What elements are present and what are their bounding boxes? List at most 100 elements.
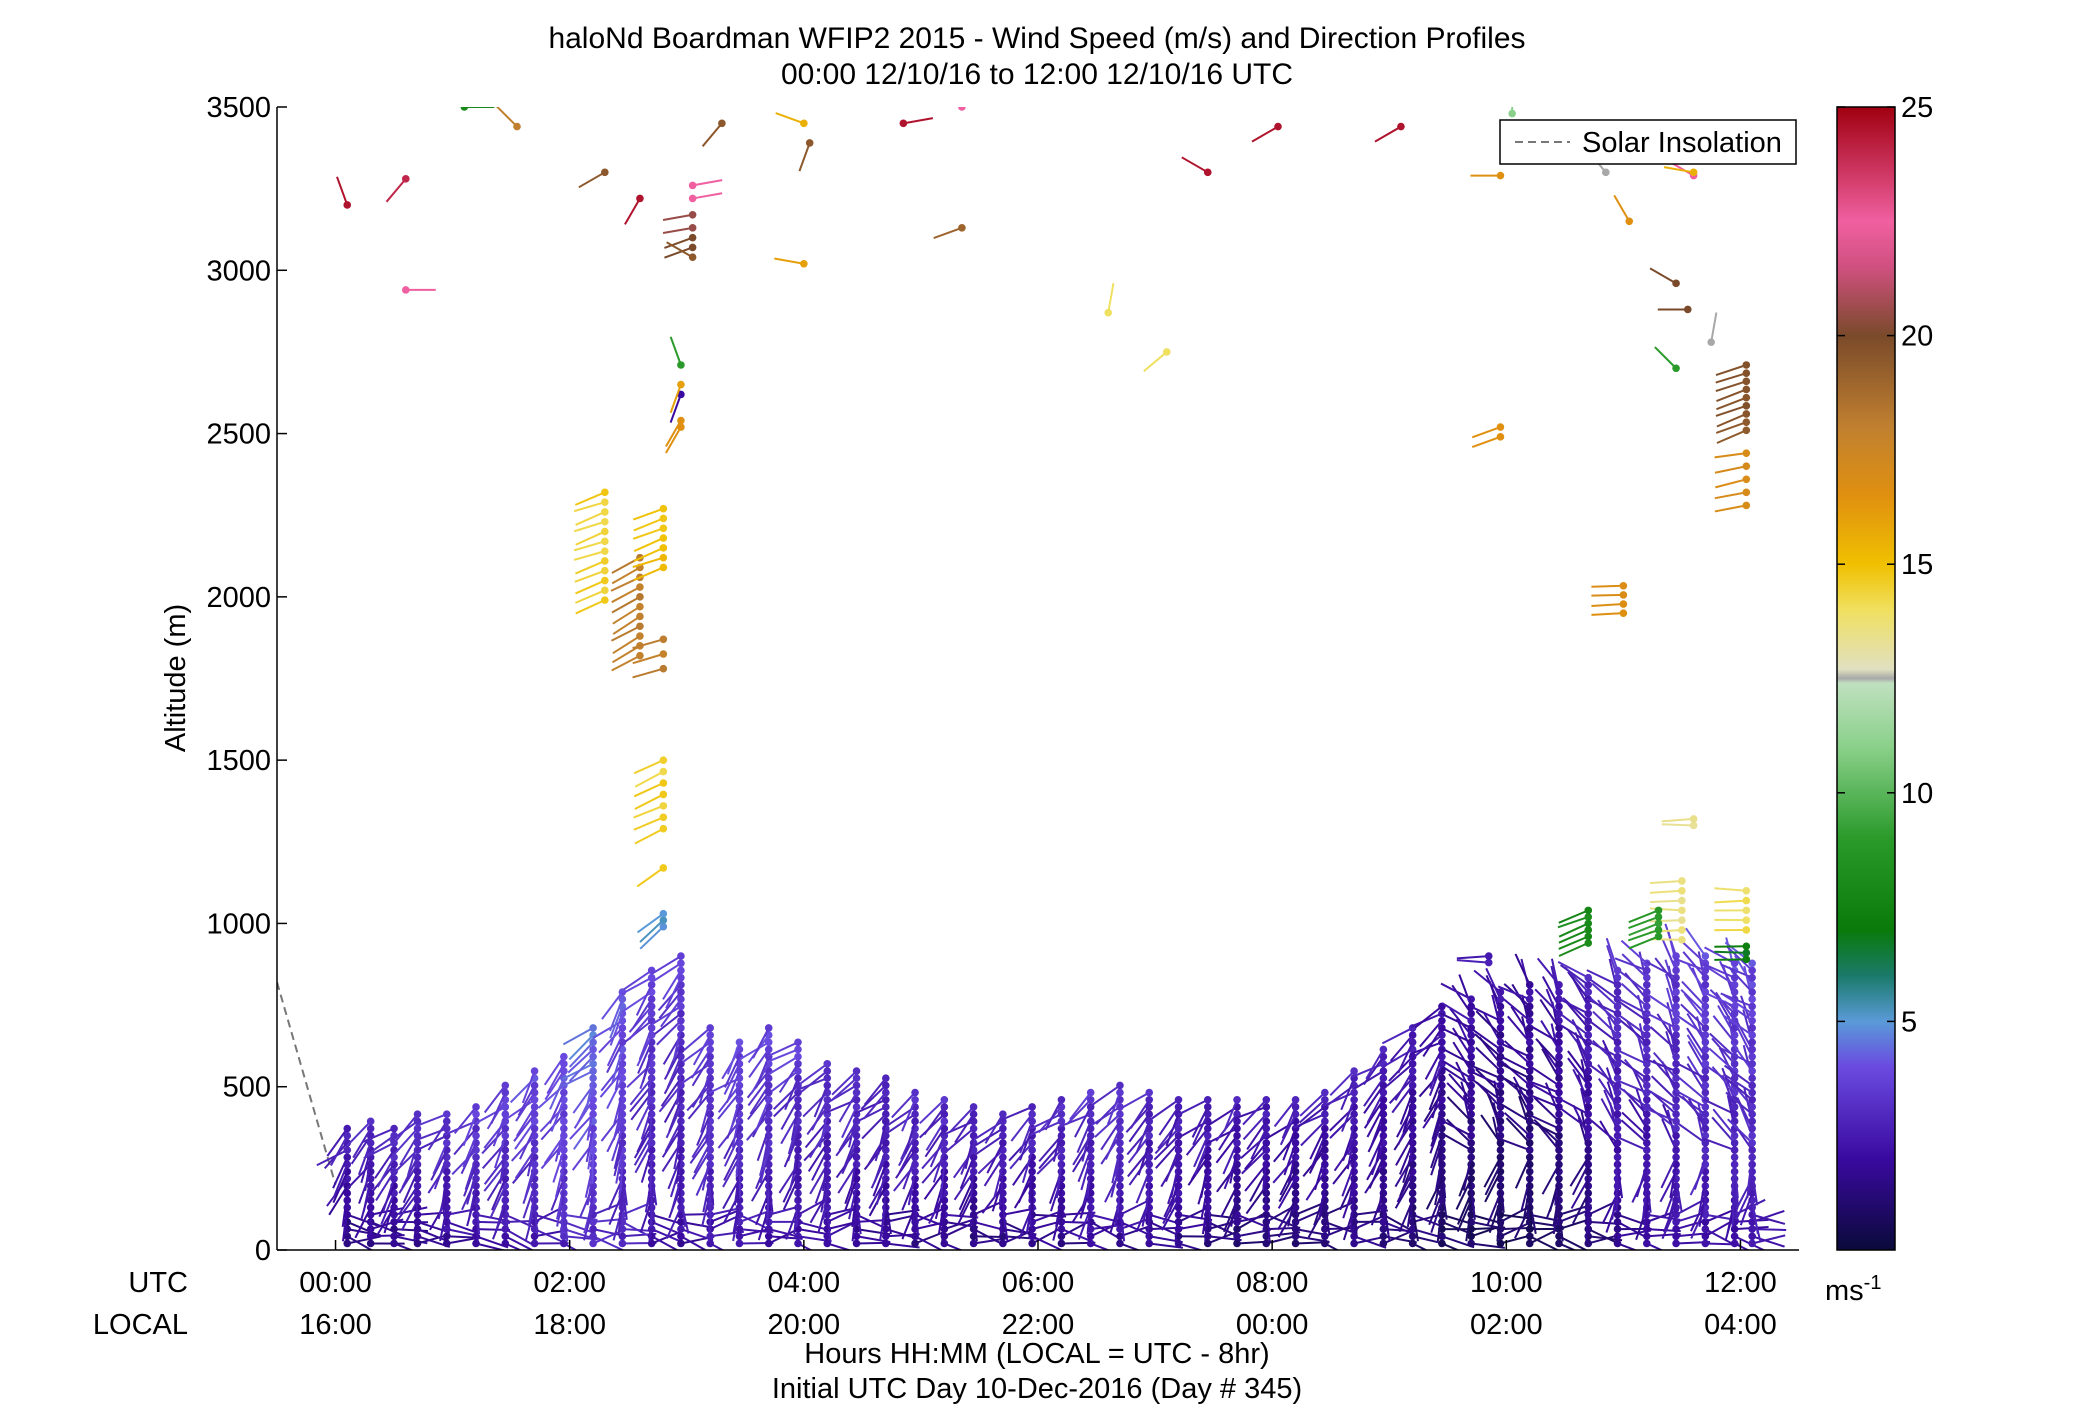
profile-barb-tail	[1021, 1149, 1034, 1184]
profile-barb-dot	[1408, 1074, 1417, 1083]
profile-barb-tail	[638, 1027, 653, 1061]
x-tick-label-utc: 02:00	[533, 1267, 606, 1299]
profile-barb-dot	[618, 1031, 627, 1039]
profile-barb-tail	[1262, 1157, 1268, 1192]
profile-barb	[501, 1239, 523, 1250]
profile-barb-tail	[1498, 1041, 1531, 1058]
profile-barb-tail	[937, 1200, 946, 1235]
profile-barb-tail	[1468, 1063, 1501, 1080]
profile-barb-tail	[1475, 1068, 1502, 1094]
profile-barb-tail	[1381, 1171, 1385, 1206]
profile-barb-tail	[959, 1156, 975, 1190]
profile-barb-tail	[1621, 1111, 1648, 1137]
profile-barb-tail	[647, 1114, 653, 1149]
mid-barb	[573, 547, 609, 561]
profile-barb-tail	[369, 1193, 372, 1228]
profile-barb	[770, 1067, 802, 1093]
profile-barb-tail	[1030, 1113, 1062, 1130]
profile-barb-tail	[1440, 982, 1472, 1001]
profile-barb-dot	[589, 1052, 597, 1061]
mid-barb	[1714, 942, 1751, 951]
profile-barb-dot	[1701, 1009, 1710, 1018]
profile-barb-tail	[649, 1157, 653, 1192]
mid-barb	[1591, 600, 1628, 608]
profile-barb-tail	[1394, 1178, 1414, 1209]
x-tick-label-utc: 06:00	[1002, 1267, 1075, 1299]
profile-barb-dot	[1613, 1153, 1622, 1162]
x-tick-label-local: 00:00	[1236, 1309, 1309, 1341]
profile-barb-dot	[1350, 1095, 1358, 1104]
profile-barb-tail	[681, 1063, 711, 1084]
profile-barb	[568, 1052, 597, 1082]
profile-barb-tail	[577, 1092, 595, 1124]
profile-barb	[706, 1239, 725, 1250]
upper-barb	[1471, 423, 1505, 439]
profile-barb-dot	[390, 1139, 398, 1147]
profile-barb-dot	[589, 1232, 597, 1241]
profile-barb-dot	[1525, 1232, 1534, 1241]
profile-barb-dot	[1116, 1081, 1124, 1090]
mid-barb-dot	[601, 508, 609, 516]
profile-barb-tail	[1446, 1082, 1472, 1108]
mid-barb-tail	[1716, 429, 1747, 444]
mid-barb	[632, 504, 668, 521]
profile-barb-dot	[1116, 1139, 1124, 1147]
profile-barb-tail	[554, 1164, 565, 1198]
profile-barb-tail	[1366, 1106, 1385, 1138]
profile-barb-tail	[1150, 1098, 1180, 1121]
profile-barb-dot	[1672, 1146, 1680, 1154]
profile-barb	[1591, 1120, 1622, 1147]
profile-barb-dot	[589, 1067, 597, 1075]
upper-barb-tail	[664, 246, 693, 259]
profile-barb	[1441, 1132, 1475, 1154]
profile-barb-dot	[1525, 1225, 1534, 1233]
profile-barb	[1514, 953, 1534, 989]
profile-barb-dot	[794, 1038, 802, 1047]
profile-barb-dot	[1525, 1124, 1534, 1133]
profile-barb-tail	[1394, 1070, 1414, 1101]
profile-barb-tail	[401, 1156, 419, 1189]
profile-barb	[1408, 1239, 1429, 1250]
profile-barb	[606, 1074, 627, 1110]
mid-barb-dot	[1742, 916, 1751, 924]
upper-barb	[1374, 122, 1405, 143]
profile-barb-tail	[549, 1077, 565, 1110]
profile-barb-dot	[764, 1024, 773, 1032]
mid-barb-tail	[574, 589, 606, 604]
profile-barb	[841, 1103, 861, 1139]
profile-barb-tail	[1441, 1242, 1461, 1250]
profile-barb-tail	[1081, 1128, 1092, 1162]
profile-barb-dot	[1028, 1146, 1036, 1154]
profile-barb-tail	[1703, 963, 1736, 979]
profile-barb	[1363, 1052, 1388, 1086]
profile-barb-tail	[1452, 1041, 1473, 1072]
mid-barb-tail	[610, 625, 641, 642]
upper-barb-dot	[800, 119, 808, 128]
profile-barb-dot	[1408, 1239, 1417, 1248]
profile-barb-tail	[1620, 1019, 1648, 1044]
profile-barb-dot	[1145, 1103, 1154, 1111]
mid-barb	[634, 790, 668, 810]
profile-barb-dot	[969, 1117, 978, 1126]
profile-barb-dot	[1555, 1067, 1563, 1075]
profile-barb-tail	[977, 1149, 1004, 1175]
profile-barb-dot	[882, 1146, 890, 1154]
profile-barb	[1746, 1153, 1756, 1192]
mid-barb-tail	[639, 925, 665, 950]
profile-barb-dot	[1748, 1095, 1756, 1104]
mid-barb-dot	[1619, 600, 1628, 608]
upper-barb	[1471, 433, 1505, 449]
upper-barb-tail	[1107, 283, 1115, 313]
mid-barb-tail	[1715, 404, 1747, 417]
mid-barb-tail	[612, 635, 641, 655]
profile-barb-dot	[1748, 1225, 1756, 1233]
profile-barb-dot	[1748, 959, 1756, 968]
profile-barb-tail	[1527, 1113, 1560, 1130]
profile-barb-tail	[1751, 1209, 1785, 1223]
profile-barb-dot	[501, 1088, 510, 1097]
profile-barb-tail	[1733, 1185, 1739, 1220]
profile-barb-tail	[1381, 1027, 1414, 1045]
profile-barb-dot	[1438, 1031, 1446, 1039]
profile-barb-tail	[1091, 1084, 1121, 1106]
upper-barb-dot	[688, 253, 697, 262]
